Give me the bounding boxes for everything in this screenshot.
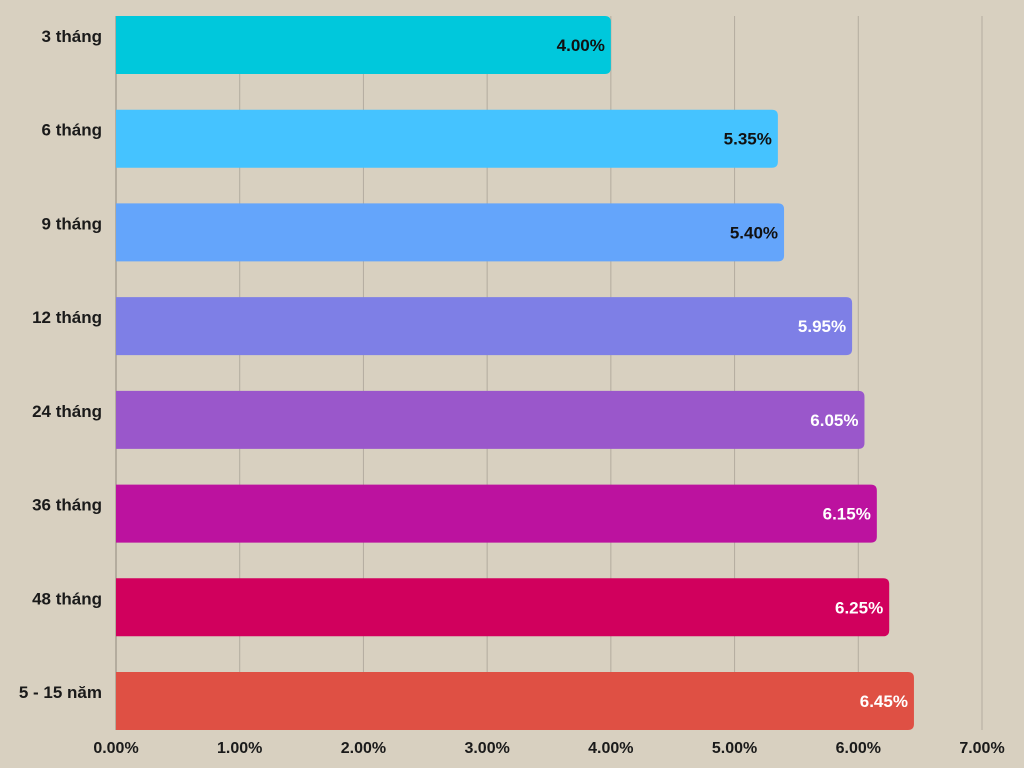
category-label-5: 36 tháng xyxy=(32,496,102,515)
bar-6 xyxy=(116,578,890,637)
bars xyxy=(116,16,914,730)
value-label-0: 4.00% xyxy=(557,36,605,55)
x-tick-label-4: 4.00% xyxy=(588,740,633,757)
value-label-3: 5.95% xyxy=(798,317,846,336)
bar-7 xyxy=(116,672,914,730)
value-label-7: 6.45% xyxy=(860,692,908,711)
category-label-4: 24 tháng xyxy=(32,402,102,421)
x-tick-label-0: 0.00% xyxy=(93,740,138,757)
x-tick-label-2: 2.00% xyxy=(341,740,386,757)
category-labels: 3 tháng 6 tháng 9 tháng 12 tháng 24 tháng 36 … xyxy=(19,27,102,702)
category-label-3: 12 tháng xyxy=(32,308,102,327)
category-label-0: 3 tháng xyxy=(42,27,102,46)
value-labels: 4.00% 5.35% 5.40% 5.95% 6.05% 6.15% 6.25% 6.45% xyxy=(557,36,908,711)
x-tick-label-3: 3.00% xyxy=(464,740,509,757)
bar-2 xyxy=(116,203,785,262)
bar-3 xyxy=(116,297,853,356)
value-label-4: 6.05% xyxy=(810,411,858,430)
category-label-1: 6 tháng xyxy=(42,121,102,140)
x-axis-tick-labels: 0.00% 1.00% 2.00% 3.00% 4.00% 5.00% 6.00% 7.00% xyxy=(93,740,1004,757)
value-label-1: 5.35% xyxy=(724,130,772,149)
x-tick-label-5: 5.00% xyxy=(712,740,757,757)
x-tick-label-6: 6.00% xyxy=(836,740,881,757)
bar-5 xyxy=(116,484,877,543)
value-label-2: 5.40% xyxy=(730,223,778,242)
bar-0 xyxy=(116,16,611,74)
category-label-2: 9 tháng xyxy=(42,214,102,233)
bar-1 xyxy=(116,109,778,168)
x-tick-label-7: 7.00% xyxy=(959,740,1004,757)
category-label-7: 5 - 15 năm xyxy=(19,683,102,702)
value-label-5: 6.15% xyxy=(823,505,871,524)
category-label-6: 48 tháng xyxy=(32,589,102,608)
bar-4 xyxy=(116,390,865,449)
x-tick-label-1: 1.00% xyxy=(217,740,262,757)
value-label-6: 6.25% xyxy=(835,598,883,617)
